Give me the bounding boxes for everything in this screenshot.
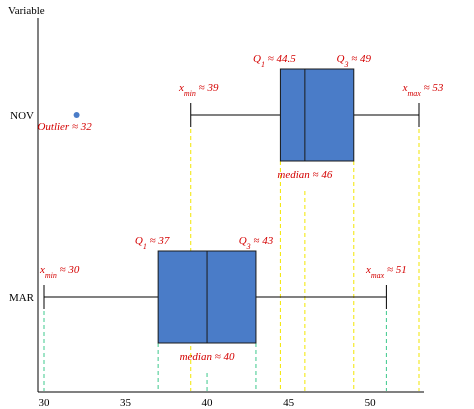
q3-annotation: Q3 ≈ 49 xyxy=(337,53,372,69)
min-annotation: xmin ≈ 39 xyxy=(178,82,219,98)
median-annotation: median ≈ 46 xyxy=(277,169,332,181)
x-axis-ticks: 30 35 40 45 50 xyxy=(39,397,377,409)
annotations: Q1 ≈ 44.5 Q3 ≈ 49 median ≈ 46 xmin ≈ 39 xmax… xyxy=(37,53,443,363)
q3-annotation: Q3 ≈ 43 xyxy=(239,235,274,251)
x-tick-label: 50 xyxy=(365,397,377,409)
max-annotation: xmax ≈ 53 xyxy=(402,82,444,98)
x-tick-label: 45 xyxy=(283,397,295,409)
median-annotation: median ≈ 40 xyxy=(180,351,235,363)
y-category-label: MAR xyxy=(9,292,35,304)
q1-annotation: Q1 ≈ 37 xyxy=(135,235,170,251)
y-axis-label: Variable xyxy=(8,5,45,17)
y-axis-categories: NOV MAR xyxy=(9,110,35,304)
x-tick-label: 30 xyxy=(39,397,51,409)
outlier-point xyxy=(73,112,80,118)
y-category-label: NOV xyxy=(10,110,34,122)
x-tick-label: 35 xyxy=(120,397,132,409)
x-tick-label: 40 xyxy=(202,397,214,409)
box-nov xyxy=(279,68,355,162)
outlier-annotation: Outlier ≈ 32 xyxy=(37,121,92,133)
q1-annotation: Q1 ≈ 44.5 xyxy=(253,53,296,69)
min-annotation: xmin ≈ 30 xyxy=(39,264,80,280)
max-annotation: xmax ≈ 51 xyxy=(365,264,407,280)
guide-lines xyxy=(43,129,420,391)
box-group xyxy=(43,68,420,344)
